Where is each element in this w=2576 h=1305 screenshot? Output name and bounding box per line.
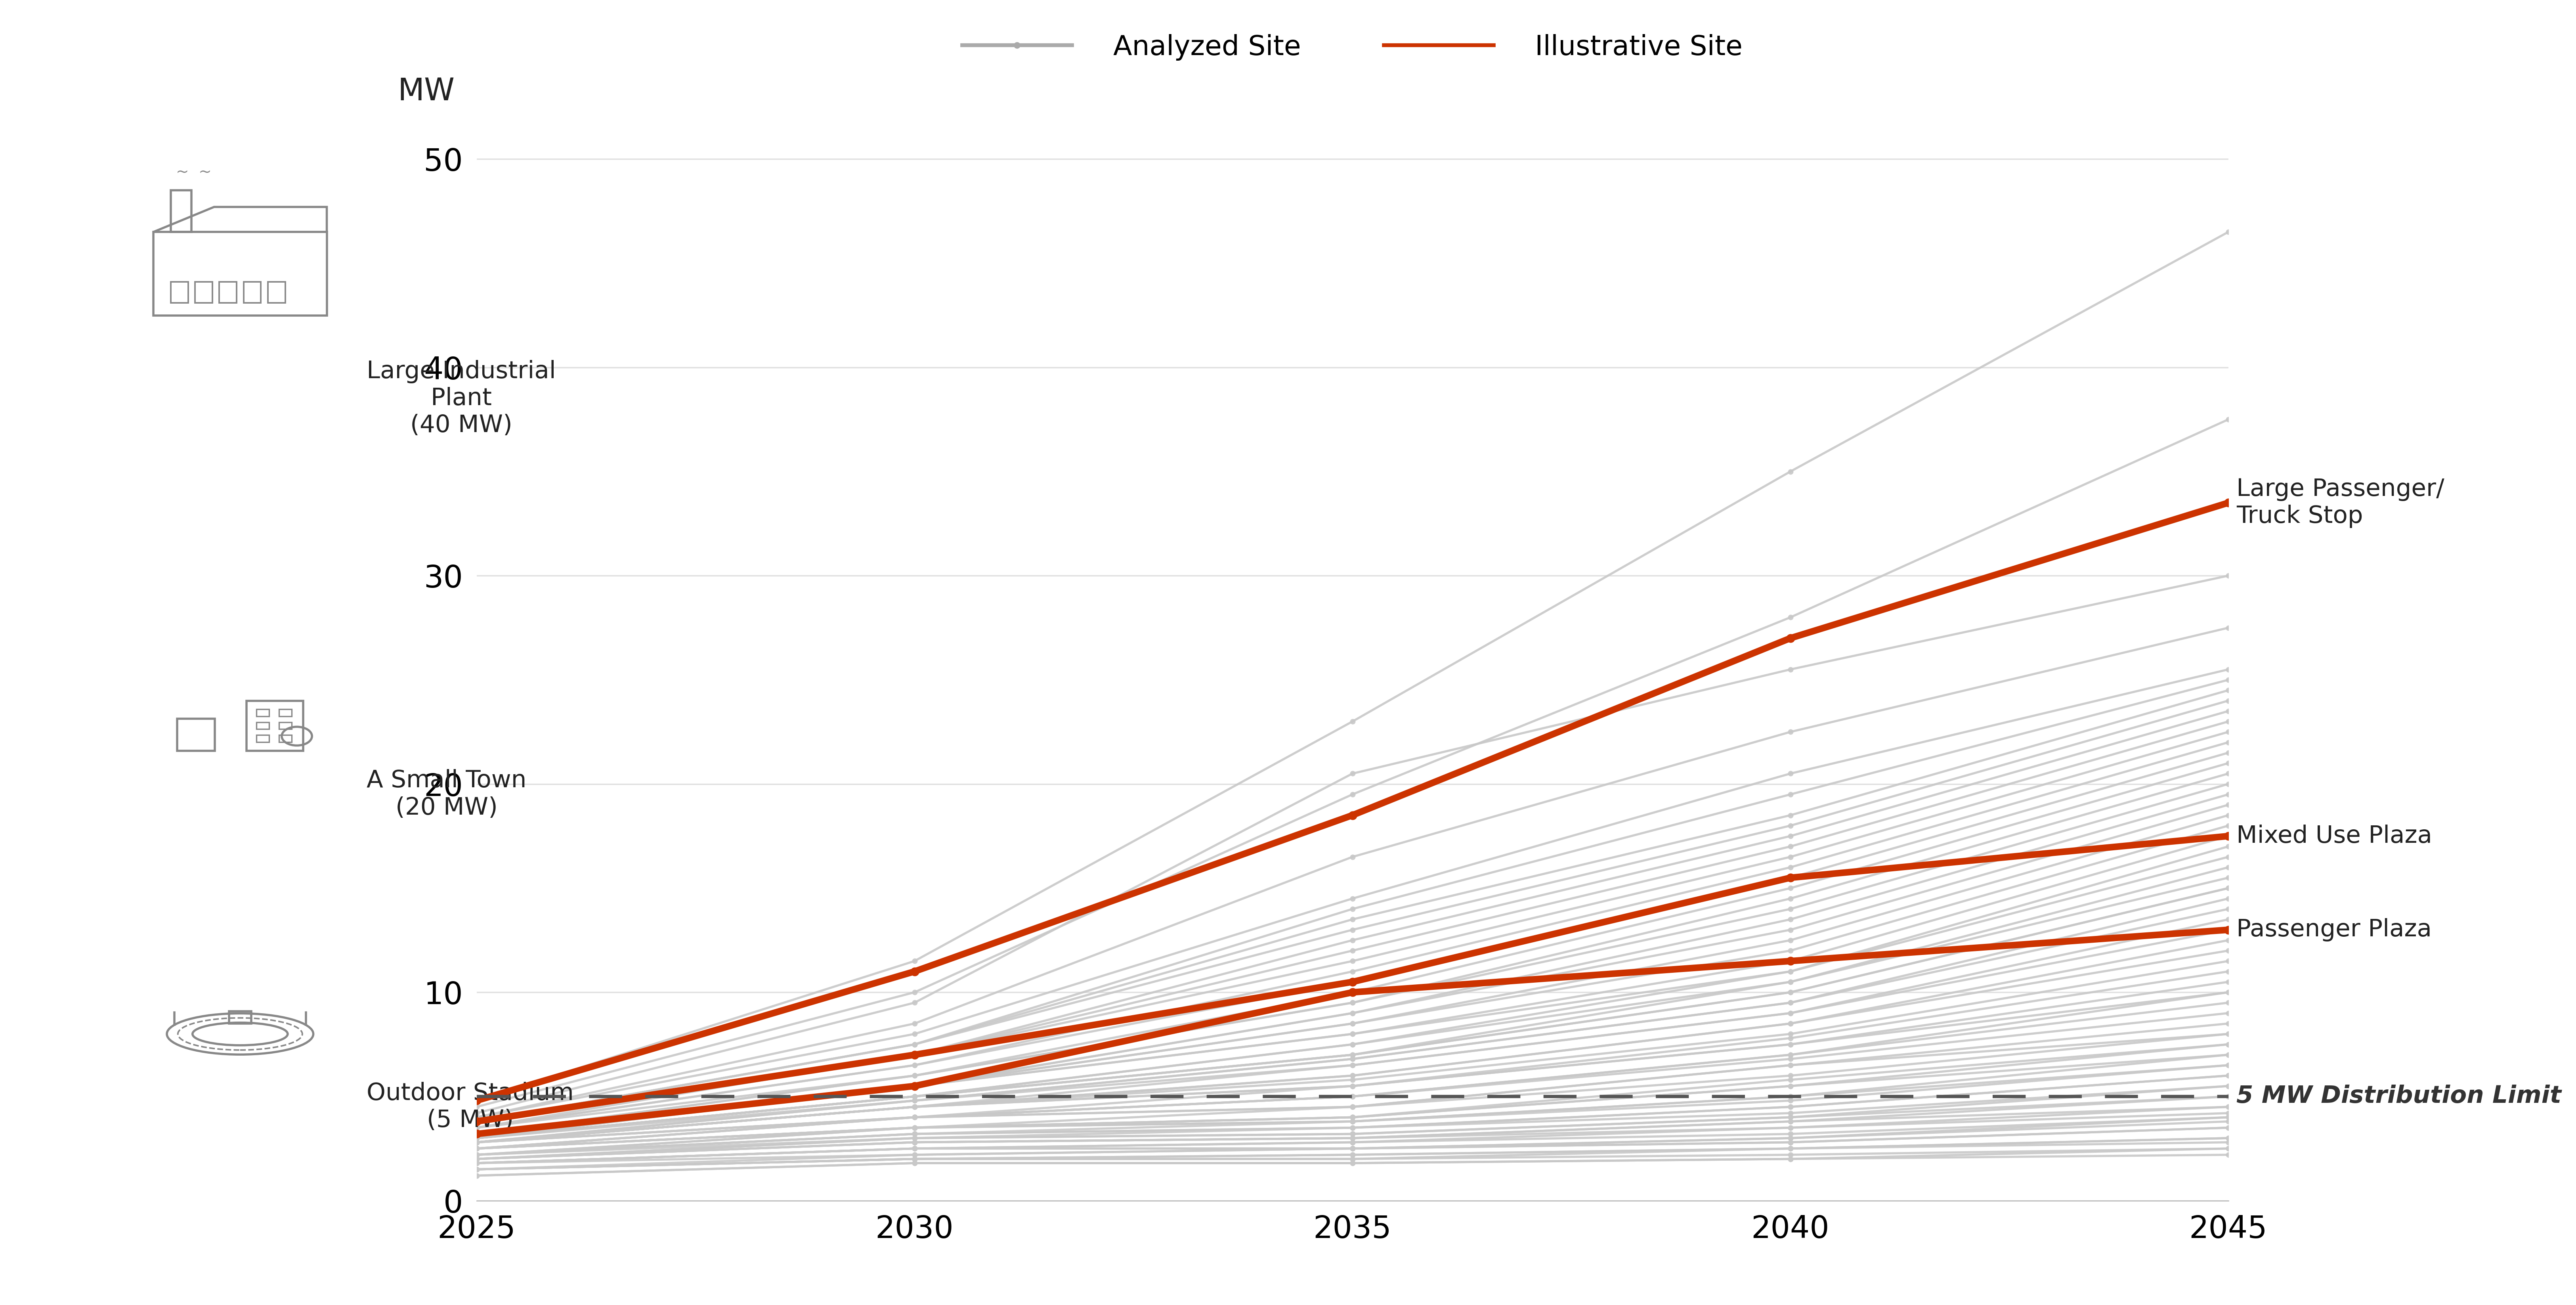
Bar: [219, 282, 237, 303]
Bar: [178, 719, 214, 750]
Bar: [278, 722, 291, 729]
Text: A Small Town
(20 MW): A Small Town (20 MW): [366, 769, 526, 820]
Bar: [229, 1011, 250, 1023]
Bar: [170, 191, 191, 232]
Bar: [247, 701, 304, 750]
Text: Large Passenger/
Truck Stop: Large Passenger/ Truck Stop: [2236, 478, 2445, 529]
Text: MW: MW: [397, 77, 456, 107]
Text: Passenger Plaza: Passenger Plaza: [2236, 919, 2432, 941]
Bar: [278, 735, 291, 743]
Text: 5 MW Distribution Limit: 5 MW Distribution Limit: [2236, 1084, 2561, 1108]
Bar: [170, 282, 188, 303]
Bar: [196, 282, 211, 303]
Bar: [258, 709, 268, 716]
Text: Outdoor Stadium
(5 MW): Outdoor Stadium (5 MW): [366, 1082, 574, 1131]
Bar: [278, 709, 291, 716]
Bar: [245, 282, 260, 303]
Legend: Analyzed Site, Illustrative Site: Analyzed Site, Illustrative Site: [951, 23, 1754, 72]
Text: Large Industrial
Plant
(40 MW): Large Industrial Plant (40 MW): [366, 360, 556, 437]
Text: ~  ~: ~ ~: [175, 164, 211, 180]
Text: Mixed Use Plaza: Mixed Use Plaza: [2236, 825, 2432, 848]
Bar: [155, 232, 327, 316]
Bar: [268, 282, 286, 303]
Bar: [258, 722, 268, 729]
Bar: [258, 735, 268, 743]
